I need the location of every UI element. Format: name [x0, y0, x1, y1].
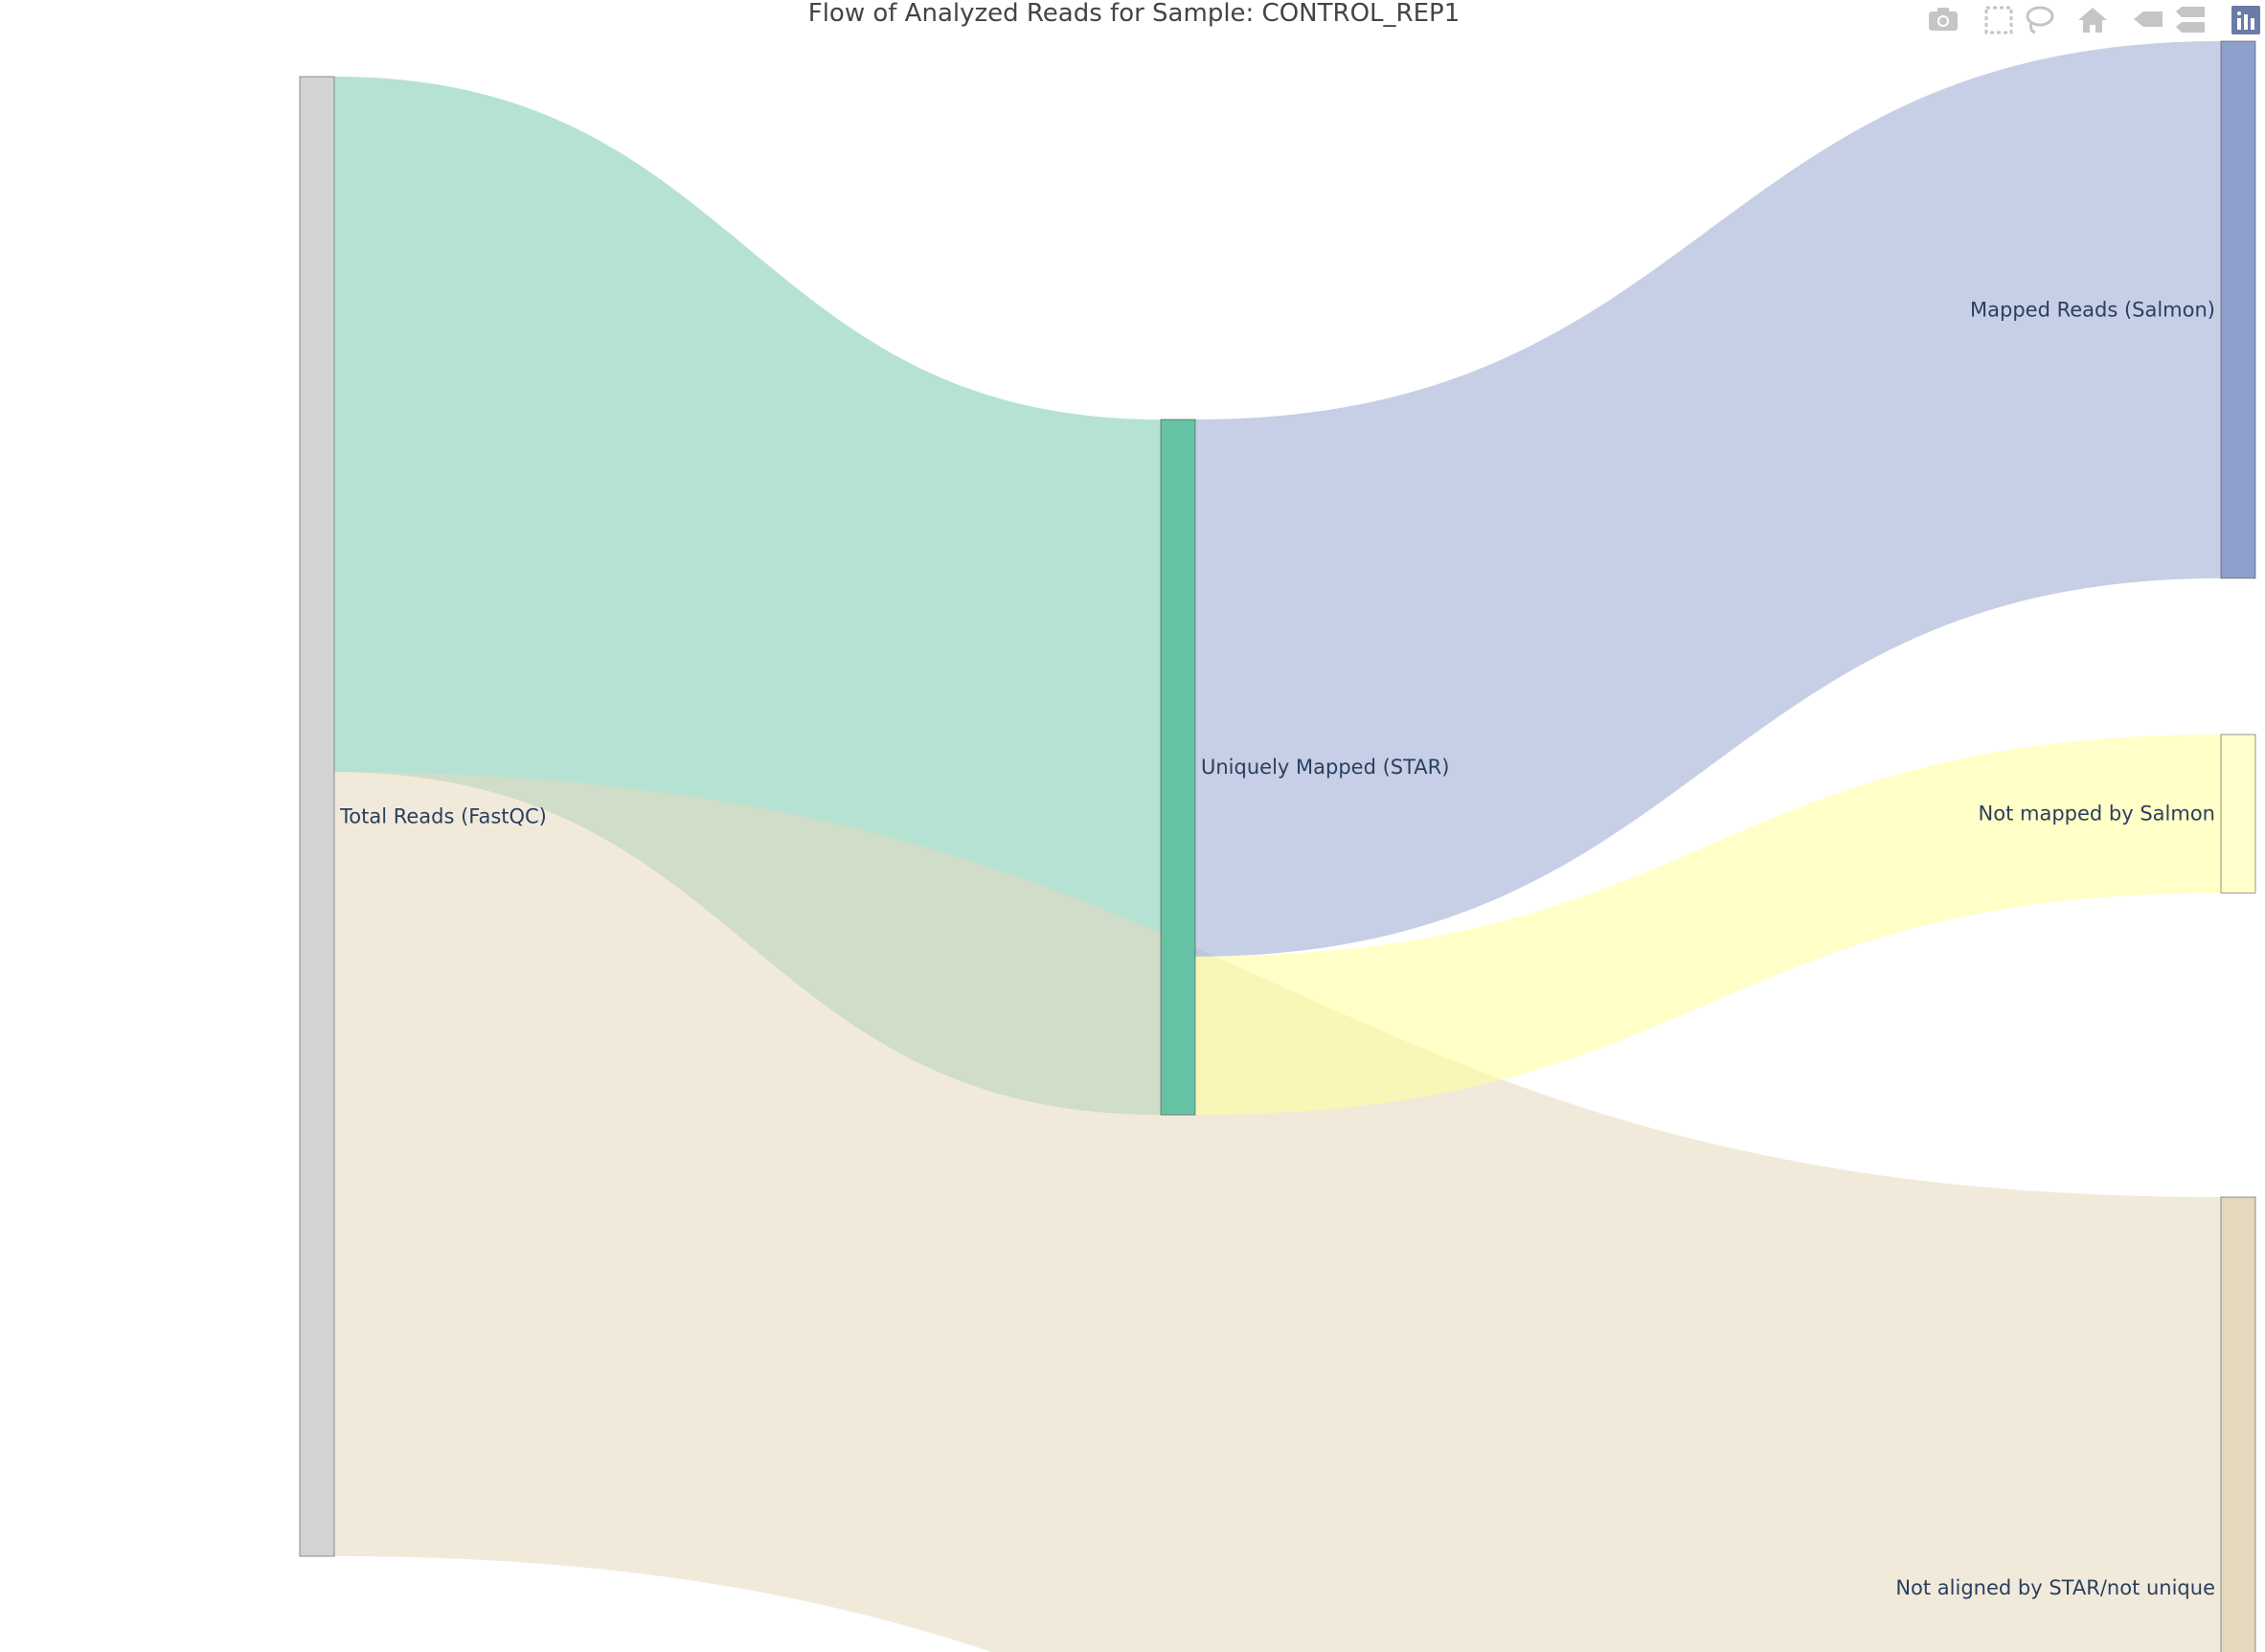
sankey-node-label-notstar: Not aligned by STAR/not unique [1895, 1576, 2215, 1599]
sankey-link-unique-to-notsalmon[interactable] [1195, 735, 2221, 1116]
sankey-node-salmon[interactable] [2220, 40, 2256, 579]
sankey-node-label-unique: Uniquely Mapped (STAR) [1201, 756, 1449, 779]
sankey-nodes [299, 40, 2256, 1652]
sankey-link-unique-to-salmon[interactable] [1195, 41, 2221, 957]
sankey-link-total-to-notstar[interactable] [334, 772, 2221, 1652]
modebar [1929, 6, 2260, 34]
sankey-node-total[interactable] [299, 76, 335, 1557]
sankey-links [334, 41, 2221, 1652]
camera-icon[interactable] [1929, 8, 1958, 31]
box-select-icon[interactable] [1984, 6, 2013, 34]
sankey-node-unique[interactable] [1160, 419, 1196, 1116]
chart-title: Flow of Analyzed Reads for Sample: CONTR… [808, 0, 1461, 28]
sankey-node-label-salmon: Mapped Reads (Salmon) [1970, 298, 2215, 321]
sankey-link-total-to-unique[interactable] [334, 77, 1161, 1116]
plotly-logo-icon[interactable] [2231, 6, 2260, 34]
hover-closest-icon[interactable] [2134, 11, 2163, 27]
sankey-node-label-total: Total Reads (FastQC) [339, 805, 547, 828]
hover-compare-icon[interactable] [2176, 7, 2205, 33]
sankey-node-notstar[interactable] [2220, 1196, 2256, 1652]
sankey-node-label-notsalmon: Not mapped by Salmon [1979, 803, 2215, 826]
home-icon[interactable] [2078, 8, 2107, 33]
sankey-node-labels: Total Reads (FastQC) Uniquely Mapped (STA… [339, 298, 2215, 1599]
sankey-node-notsalmon[interactable] [2220, 734, 2256, 894]
lasso-icon[interactable] [2026, 6, 2054, 34]
